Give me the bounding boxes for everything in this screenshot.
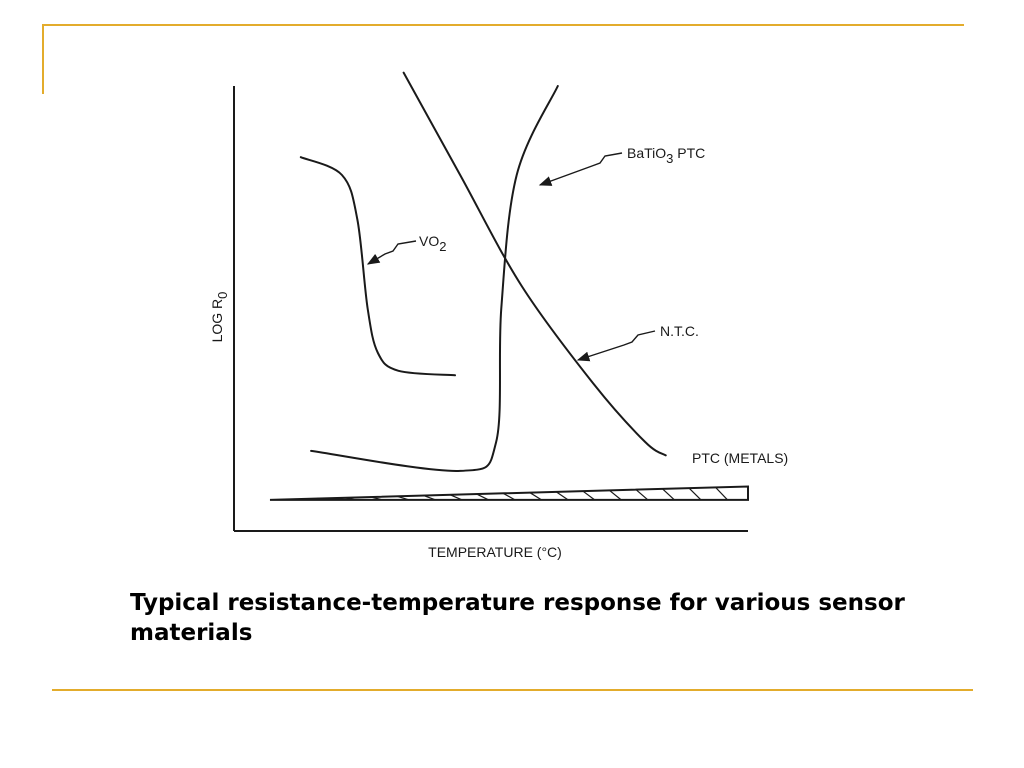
top-accent-rule bbox=[42, 24, 964, 26]
left-accent-rule bbox=[42, 24, 44, 94]
vo2-label-main: VO bbox=[419, 233, 439, 249]
ptc-metals-hatch-line bbox=[502, 492, 516, 501]
batio3-label-main: BaTiO bbox=[627, 145, 666, 161]
ptc-metals-hatch-line bbox=[449, 494, 463, 501]
series-curves bbox=[299, 71, 667, 472]
ptc-metals-hatch-line bbox=[582, 490, 596, 501]
ptc-metals-hatching bbox=[290, 486, 728, 501]
batio3-label-subscript: 3 bbox=[666, 151, 673, 166]
vo2-label: VO2 bbox=[419, 233, 446, 254]
ptc-metals-hatch-line bbox=[370, 496, 383, 501]
ptc-metals-hatch-line bbox=[343, 497, 356, 501]
vo2-pointer bbox=[366, 240, 417, 265]
ptc-metals-hatch-line bbox=[555, 491, 569, 501]
label-batio3: BaTiO3 PTC bbox=[538, 145, 705, 186]
y-axis-label-subscript: 0 bbox=[215, 292, 230, 299]
ptc-metals-hatch-line bbox=[476, 493, 489, 501]
ptc-metals-band bbox=[269, 485, 749, 501]
ptc-metals-hatch-line bbox=[423, 494, 436, 501]
ptc-metals-band-shape bbox=[269, 485, 749, 501]
ptc-metals-label: PTC (METALS) bbox=[692, 450, 788, 466]
x-axis-label: TEMPERATURE (°C) bbox=[428, 544, 562, 560]
batio3-pointer bbox=[538, 152, 623, 186]
batio3-label-suffix: PTC bbox=[673, 145, 705, 161]
batio3-label: BaTiO3 PTC bbox=[627, 145, 705, 166]
y-axis-label-main: LOG R bbox=[209, 299, 225, 343]
ptc-metals-hatch-line bbox=[715, 486, 728, 501]
vo2-curve bbox=[299, 156, 457, 377]
ptc-metals-hatch-line bbox=[529, 491, 542, 501]
figure-caption: Typical resistance-temperature response … bbox=[130, 590, 905, 646]
ntc-curve bbox=[402, 71, 667, 457]
ptc-metals-hatch-line bbox=[396, 495, 409, 501]
ptc-metals-hatch-line bbox=[290, 498, 303, 501]
ptc-metals-hatch-line bbox=[635, 489, 649, 501]
ptc-metals-hatch-line bbox=[608, 489, 622, 501]
bottom-accent-rule bbox=[52, 689, 973, 691]
ntc-label: N.T.C. bbox=[660, 323, 699, 339]
label-ntc: N.T.C. bbox=[576, 323, 699, 362]
ptc-metals-hatch-line bbox=[661, 488, 675, 501]
vo2-label-subscript: 2 bbox=[439, 239, 446, 254]
y-axis-label: LOG R0 bbox=[209, 292, 230, 343]
ptc-metals-hatch-line bbox=[688, 487, 702, 501]
ntc-pointer bbox=[576, 330, 656, 362]
label-vo2: VO2 bbox=[366, 233, 446, 265]
batio3-curve bbox=[310, 85, 559, 472]
ptc-metals-hatch-line bbox=[317, 497, 330, 501]
